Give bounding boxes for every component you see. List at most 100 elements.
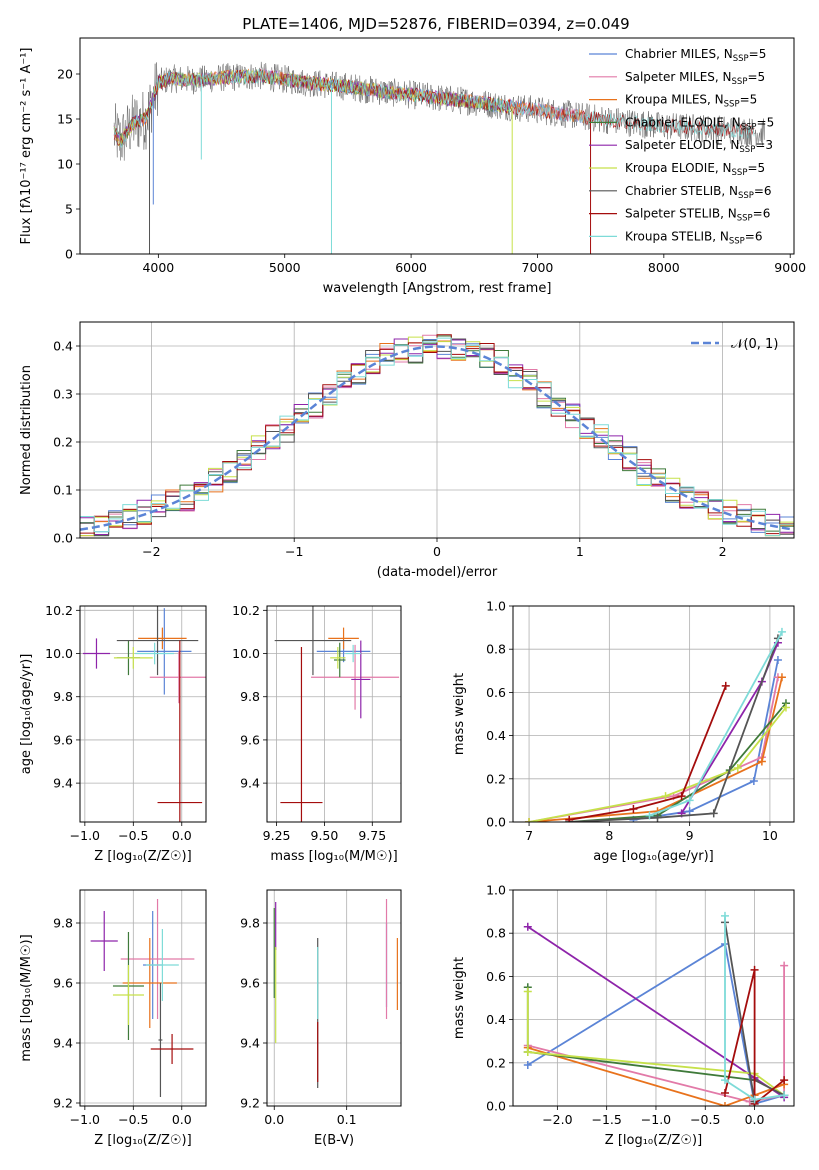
data-point xyxy=(720,1089,729,1098)
legend-label-tail: =5 xyxy=(749,47,767,61)
legend-label-main: Chabrier MILES, N xyxy=(625,47,733,61)
x-tick-label: 10 xyxy=(762,828,778,843)
legend-label-tail: =6 xyxy=(754,184,772,198)
x-tick-label: −2.0 xyxy=(542,1112,572,1127)
data-point xyxy=(685,807,694,816)
y-tick-label: 9.8 xyxy=(53,689,73,704)
x-tick-label: 7 xyxy=(525,828,533,843)
legend-label-tail: =3 xyxy=(755,138,773,152)
chart-mass_weight_vs_metallicity: −2.0 −1.5 −1.0 −0.5 0.0 0.0 0.2 0.4 0.6 0.8 1.0 Z [… xyxy=(452,883,795,1148)
data-point xyxy=(523,1060,532,1069)
data-point xyxy=(721,681,730,690)
y-axis-label: age [log₁₀(age/yr)] xyxy=(19,654,34,775)
x-tick-label: 0.1 xyxy=(337,1112,357,1127)
y-axis-label: mass [log₁₀(M/M☉)] xyxy=(19,934,34,1061)
spectrum-line xyxy=(113,69,755,149)
data-point xyxy=(749,776,758,785)
y-tick-label: 1.0 xyxy=(486,599,506,614)
y-tick-label: 9.6 xyxy=(240,732,260,747)
data-point xyxy=(757,757,766,766)
axes-frame xyxy=(512,605,795,823)
y-tick-label: 10.0 xyxy=(232,646,260,661)
y-tick-label: 0.6 xyxy=(486,685,506,700)
y-tick-label: 0.2 xyxy=(486,771,506,786)
legend-label-tail: =5 xyxy=(747,70,765,84)
legend-label: Chabrier STELIB, NSSP=6 xyxy=(625,184,772,201)
legend-label-main: Chabrier STELIB, N xyxy=(625,184,738,198)
data-point xyxy=(709,809,718,818)
data-point xyxy=(750,965,759,974)
plot-area xyxy=(273,899,398,1088)
x-tick-label: −1.5 xyxy=(591,1112,621,1127)
legend-label-main: Salpeter MILES, N xyxy=(625,70,732,84)
y-tick-label: 0.4 xyxy=(486,1012,506,1027)
series-line xyxy=(526,991,785,1096)
legend-label: Salpeter MILES, NSSP=5 xyxy=(625,70,765,87)
legend-label: Salpeter STELIB, NSSP=6 xyxy=(625,207,770,224)
series-line xyxy=(724,969,785,1106)
x-axis-label: Z [log₁₀(Z/Z☉)] xyxy=(94,849,191,864)
legend-label-tail: =5 xyxy=(740,93,758,107)
x-tick-label: 8 xyxy=(605,828,613,843)
data-point xyxy=(653,813,662,822)
plot-area xyxy=(274,606,400,822)
x-axis-label: E(B-V) xyxy=(314,1133,354,1148)
chart-mass_vs_extinction: 0.0 0.1 9.2 9.4 9.6 9.8 E(B-V) xyxy=(240,889,402,1148)
data-point xyxy=(565,815,574,822)
x-tick-label: 6000 xyxy=(395,260,427,275)
y-tick-label: 0.3 xyxy=(53,387,73,402)
axes-frame xyxy=(512,889,795,1107)
data-point xyxy=(777,627,786,636)
legend-label-main: Salpeter ELODIE, N xyxy=(625,138,739,152)
x-tick-label: 0 xyxy=(433,544,441,559)
x-axis-label: Z [log₁₀(Z/Z☉)] xyxy=(605,1133,702,1148)
data-point xyxy=(720,911,729,920)
legend-label-sub: SSP xyxy=(739,145,755,155)
plot-area xyxy=(523,911,789,1106)
data-point xyxy=(523,1048,532,1056)
legend-label-tail: =5 xyxy=(747,161,765,175)
y-axis-label: mass weight xyxy=(452,673,467,755)
x-axis-label: wavelength [Angstrom, rest frame] xyxy=(323,281,552,296)
legend-label: 𝒩(0, 1) xyxy=(731,337,778,352)
series-line xyxy=(569,685,727,821)
x-tick-label: −2 xyxy=(142,544,160,559)
y-tick-label: 10.2 xyxy=(232,603,260,618)
x-tick-label: −1.0 xyxy=(641,1112,671,1127)
y-axis-label: Normed distribution xyxy=(19,365,34,495)
data-point xyxy=(777,673,786,682)
plot-area xyxy=(113,61,765,254)
legend-label-sub: SSP xyxy=(733,54,749,64)
x-tick-label: −0.5 xyxy=(118,828,148,843)
x-tick-label: 9.25 xyxy=(263,828,291,843)
y-tick-label: 9.8 xyxy=(240,916,260,931)
y-axis-label: mass weight xyxy=(452,957,467,1039)
x-tick-label: 0.0 xyxy=(172,1112,192,1127)
y-tick-label: 0.4 xyxy=(486,728,506,743)
y-tick-label: 9.4 xyxy=(53,776,73,791)
y-tick-label: 1.0 xyxy=(486,883,506,898)
y-tick-label: 0.6 xyxy=(486,969,506,984)
series-line xyxy=(527,942,785,1105)
legend-label: Kroupa STELIB, NSSP=6 xyxy=(625,229,763,246)
legend: 𝒩(0, 1) xyxy=(691,337,778,352)
data-point xyxy=(720,1076,729,1085)
legend-label-sub: SSP xyxy=(732,168,748,178)
histogram-step xyxy=(80,334,794,535)
x-tick-label: −1.0 xyxy=(70,1112,100,1127)
data-point xyxy=(773,656,782,664)
x-axis-label: (data-model)/error xyxy=(377,565,498,580)
axes-frame xyxy=(79,321,795,539)
x-tick-label: 9.75 xyxy=(358,828,386,843)
y-tick-label: 9.2 xyxy=(240,1096,260,1111)
data-point xyxy=(720,1102,729,1106)
legend-label-tail: =6 xyxy=(753,207,771,221)
axes-frame xyxy=(79,37,795,255)
y-tick-label: 9.4 xyxy=(240,1036,260,1051)
plot-area xyxy=(80,334,794,537)
legend-label: Chabrier MILES, NSSP=5 xyxy=(625,47,766,64)
x-tick-label: −1 xyxy=(285,544,303,559)
y-tick-label: 0.0 xyxy=(486,1099,506,1114)
data-point xyxy=(645,811,654,820)
